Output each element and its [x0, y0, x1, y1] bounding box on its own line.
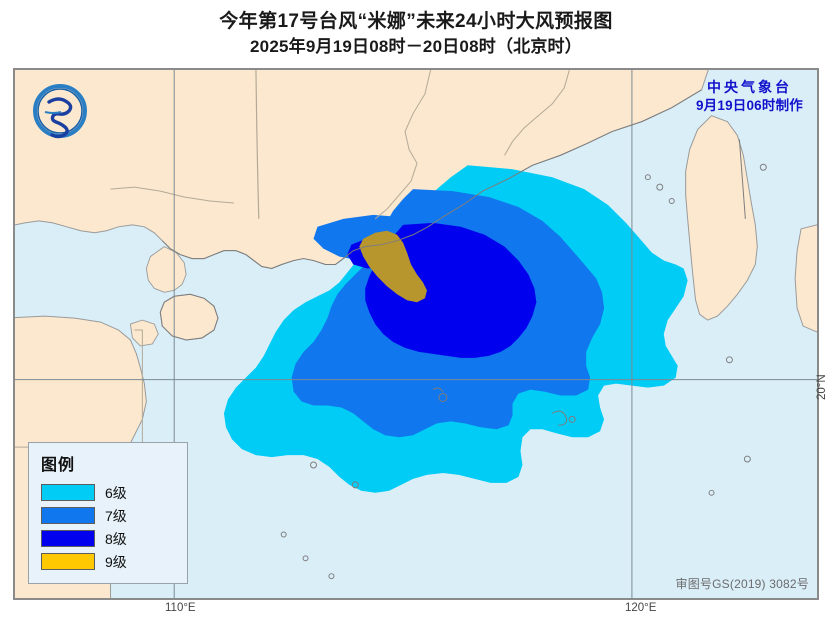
wind-zone-level-9-core — [359, 230, 427, 303]
landmass-indochina-notch — [129, 319, 159, 347]
legend-swatch-level-7 — [41, 507, 95, 524]
coastline-hainan — [159, 293, 219, 341]
lon-tick-120e: 120°E — [625, 602, 657, 614]
landmass-leizhou-peninsula — [145, 246, 187, 293]
lat-tick-20n: 20°N — [816, 374, 828, 400]
map-approval-number: 审图号GS(2019) 3082号 — [675, 577, 809, 591]
legend-title: 图例 — [41, 457, 76, 474]
title-block: 今年第17号台风“米娜”未来24小时大风预报图 2025年9月19日08时－20… — [0, 0, 832, 68]
province-boundary-1 — [255, 70, 260, 219]
province-boundary-4 — [110, 186, 234, 204]
legend-label-level-6: 6级 — [105, 484, 127, 501]
island-marks — [280, 139, 767, 580]
legend-swatch-level-9 — [41, 553, 95, 570]
legend-label-level-9: 9级 — [105, 553, 127, 570]
legend-label-level-7: 7级 — [105, 507, 127, 524]
lon-tick-110e: 110°E — [165, 602, 196, 614]
province-boundary-2 — [374, 70, 432, 220]
legend-item-level-6[interactable]: 6级 — [41, 481, 177, 504]
legend-swatch-level-6 — [41, 484, 95, 501]
page-subtitle: 2025年9月19日08时－20日08时（北京时） — [250, 37, 582, 56]
legend[interactable]: 图例 6级 7级 8级 9级 — [28, 442, 188, 584]
coastline-south-china — [161, 89, 702, 270]
landmass-taiwan-island — [685, 115, 758, 321]
legend-item-level-8[interactable]: 8级 — [41, 527, 177, 550]
landmass-philippines-fragment — [794, 224, 817, 333]
province-boundary-3 — [504, 70, 570, 156]
forecast-map[interactable]: 中央气象台 9月19日06时制作 图例 6级 7级 8级 9级 审图号GS(20… — [13, 68, 819, 600]
page-title: 今年第17号台风“米娜”未来24小时大风预报图 — [219, 11, 613, 32]
legend-item-level-7[interactable]: 7级 — [41, 504, 177, 527]
legend-swatch-level-8 — [41, 530, 95, 547]
legend-item-level-9[interactable]: 9级 — [41, 550, 177, 573]
legend-label-level-8: 8级 — [105, 530, 127, 547]
